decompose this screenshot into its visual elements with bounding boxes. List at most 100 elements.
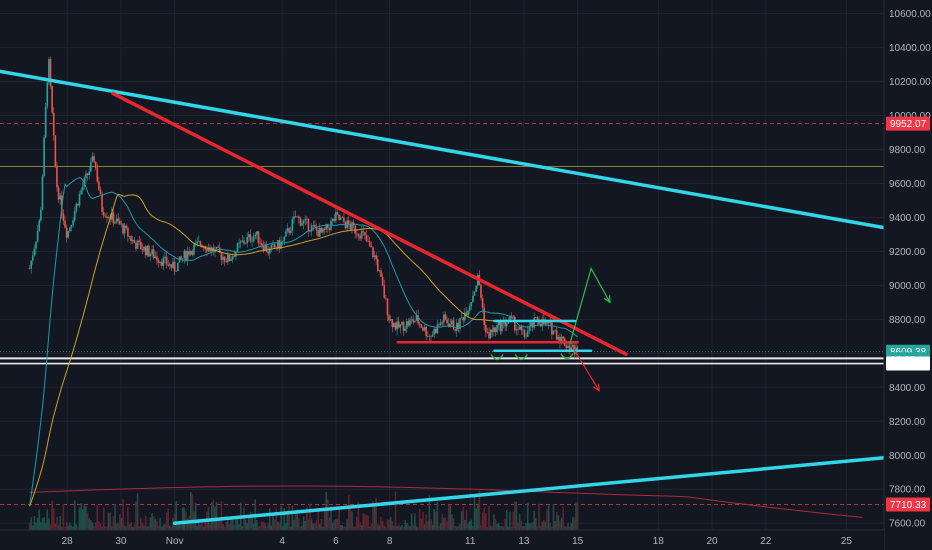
volume-bar	[44, 522, 47, 530]
volume-bar	[285, 523, 287, 530]
volume-bar	[115, 523, 118, 530]
volume-bar	[418, 509, 421, 530]
candle-body	[320, 227, 323, 233]
volume-bar	[230, 518, 232, 530]
volume-bar	[486, 526, 489, 530]
candle-body	[70, 224, 73, 228]
volume-bar	[475, 508, 477, 530]
volume-bar	[302, 516, 305, 530]
volume-bar	[294, 509, 297, 530]
time-axis[interactable]: 28 30 Nov 4 6 8 11 13 15 18 20 22 25	[0, 529, 884, 550]
volume-bar	[130, 522, 132, 530]
volume-bar	[435, 511, 437, 530]
candle-body	[546, 321, 548, 324]
candle-body	[373, 255, 376, 258]
volume-bar	[526, 502, 529, 530]
scenario-arrows[interactable]	[569, 266, 611, 392]
candle-body	[420, 324, 423, 328]
volume-bar	[422, 511, 424, 530]
price-badge	[886, 497, 930, 512]
trendline[interactable]	[111, 91, 628, 356]
volume-bar	[85, 505, 87, 530]
candle-body	[441, 322, 444, 324]
volume-bar	[172, 517, 174, 530]
volume-bar	[478, 490, 481, 530]
candle-body	[489, 329, 492, 339]
volume-bar	[576, 501, 579, 530]
volume-bar	[414, 513, 416, 530]
candle-body	[167, 264, 170, 266]
candle-body	[151, 249, 153, 255]
volume-bar	[220, 501, 223, 530]
volume-bar	[169, 525, 171, 530]
volume-bar	[70, 525, 73, 530]
price-axis[interactable]: 10600.00 10400.00 10200.00 10000.00 9800.00 9…	[883, 0, 932, 550]
volume-bar	[304, 521, 307, 530]
candle-body	[206, 249, 208, 252]
candle-body	[414, 320, 416, 323]
volume-bar	[249, 511, 252, 530]
volume-bar	[481, 512, 484, 530]
candle-body	[199, 241, 202, 246]
candle-body	[526, 331, 529, 337]
price-tick-label: 8800.00	[889, 315, 926, 326]
candle-body	[238, 242, 240, 244]
candle-body	[248, 234, 250, 238]
candle-body	[493, 327, 495, 333]
trendlines[interactable]	[0, 69, 886, 525]
volume-bar	[483, 507, 485, 530]
candle-body	[102, 211, 105, 216]
trendline[interactable]	[0, 69, 886, 230]
candle-body	[338, 214, 340, 220]
candle-body	[444, 314, 447, 320]
volume-bar	[336, 518, 339, 530]
candle-body	[410, 319, 413, 320]
volume-bar	[281, 525, 284, 530]
candle-body	[562, 336, 564, 339]
volume-bar	[301, 525, 303, 530]
candle-body	[447, 323, 450, 327]
candle-body	[551, 322, 553, 335]
volume-bar	[144, 515, 147, 530]
candle-body	[370, 246, 373, 248]
volume-bar	[399, 526, 402, 530]
trendline[interactable]	[172, 456, 886, 525]
volume-bar	[231, 519, 234, 530]
candle-body	[505, 323, 508, 327]
candle-body	[49, 59, 52, 87]
candle-body	[426, 336, 429, 337]
candle-body	[270, 244, 273, 249]
volume-bar	[359, 522, 361, 530]
price-tick-label: 10200.00	[889, 77, 931, 88]
candle-body	[301, 223, 303, 226]
candle-body	[459, 318, 461, 329]
price-badge	[886, 356, 930, 371]
candle-body	[223, 256, 226, 262]
candle-body	[552, 331, 555, 335]
scenario-arrow[interactable]	[571, 346, 600, 392]
scenario-arrow[interactable]	[569, 266, 611, 346]
volume-bar	[536, 526, 539, 530]
candle-body	[88, 171, 91, 175]
volume-bar	[555, 511, 558, 530]
volume-bar	[202, 526, 205, 530]
volume-bar	[233, 524, 236, 530]
volume-bar	[388, 519, 390, 530]
volume-bar	[93, 526, 95, 530]
volume-bar	[509, 511, 511, 530]
candle-body	[360, 231, 363, 239]
candle-body	[368, 241, 371, 247]
volume-bar	[557, 515, 560, 530]
candle-body	[107, 217, 110, 218]
volume-bar	[515, 501, 518, 530]
candle-body	[536, 317, 539, 321]
volume-bar	[493, 514, 495, 530]
price-tick-label: 7800.00	[889, 485, 926, 496]
volume-bar	[547, 505, 550, 530]
volume-bar	[128, 523, 131, 530]
volume-bar	[57, 525, 60, 530]
candle-body	[173, 261, 176, 272]
candle-body	[31, 255, 34, 261]
